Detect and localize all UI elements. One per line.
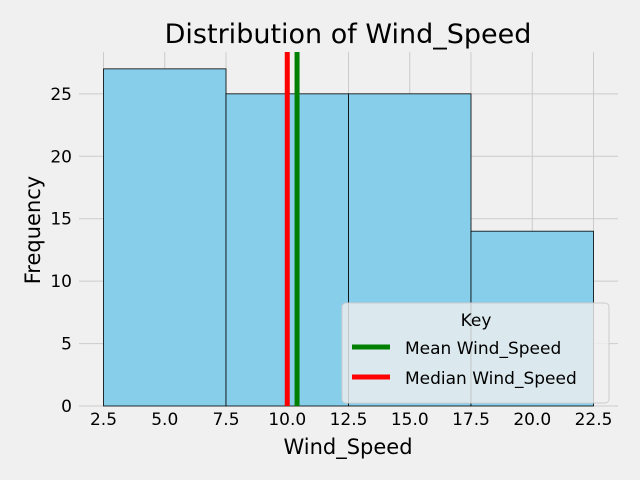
x-axis-label: Wind_Speed — [283, 435, 412, 460]
x-tick-label: 20.0 — [513, 410, 551, 430]
legend-title: Key — [461, 311, 492, 331]
x-tick-label: 7.5 — [212, 410, 239, 430]
x-tick-label: 2.5 — [90, 410, 117, 430]
x-tick-label: 22.5 — [575, 410, 613, 430]
y-tick-label: 25 — [50, 85, 72, 105]
legend-box — [341, 302, 610, 404]
chart-title: Distribution of Wind_Speed — [165, 19, 532, 50]
y-axis-ticks: 0 5 10 15 20 25 — [50, 85, 72, 417]
reference-lines — [284, 52, 300, 406]
y-tick-label: 5 — [61, 335, 72, 355]
y-tick-label: 15 — [50, 210, 72, 230]
y-tick-label: 0 — [61, 397, 72, 417]
histogram-bar-0 — [103, 68, 227, 407]
x-tick-label: 12.5 — [330, 410, 368, 430]
x-tick-label: 5.0 — [151, 410, 178, 430]
x-axis-ticks: 2.5 5.0 7.5 10.0 12.5 15.0 17.5 20.0 22.5 — [90, 410, 612, 430]
y-tick-label: 10 — [50, 272, 72, 292]
legend-label-mean: Mean Wind_Speed — [405, 339, 561, 359]
legend-label-median: Median Wind_Speed — [405, 369, 577, 389]
legend: Key Mean Wind_Speed Median Wind_Speed — [341, 302, 610, 404]
x-tick-label: 17.5 — [452, 410, 490, 430]
y-axis-label: Frequency — [21, 176, 45, 285]
y-tick-label: 20 — [50, 147, 72, 167]
x-tick-label: 15.0 — [391, 410, 429, 430]
x-tick-label: 10.0 — [268, 410, 306, 430]
